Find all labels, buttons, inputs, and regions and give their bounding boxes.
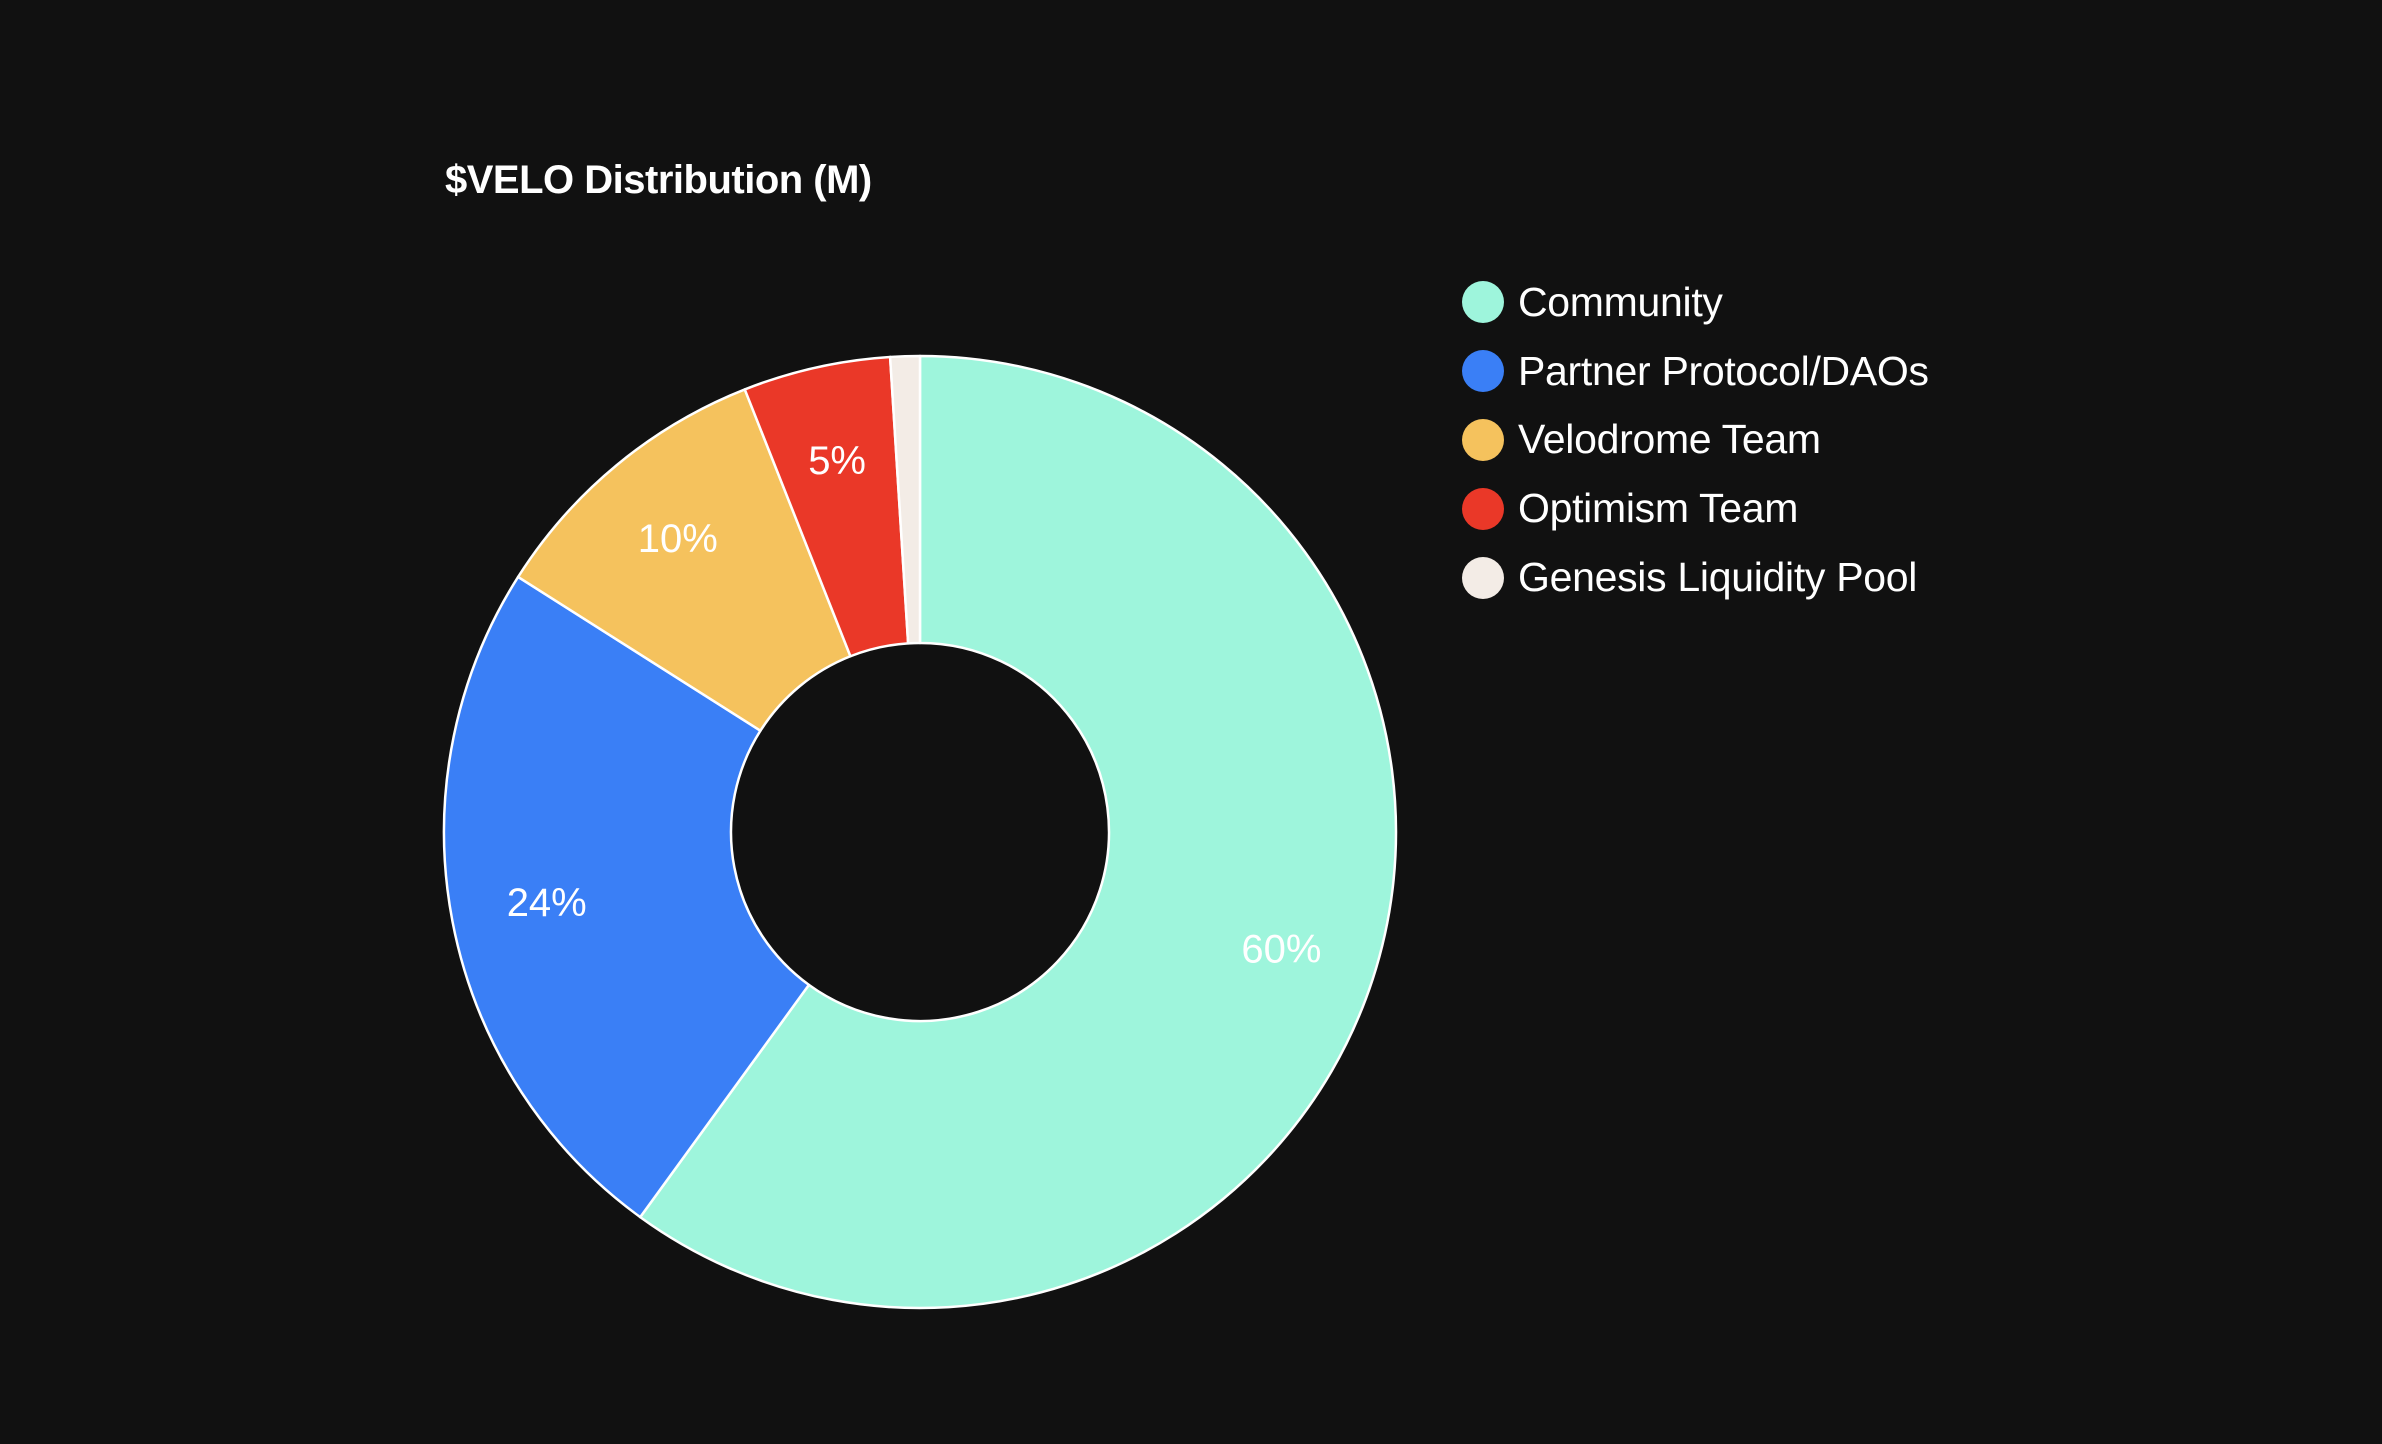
- legend-swatch-icon: [1462, 418, 1504, 461]
- legend-swatch-icon: [1462, 487, 1504, 530]
- legend-label: Community: [1518, 278, 1723, 325]
- legend-label: Genesis Liquidity Pool: [1518, 554, 1918, 601]
- legend-label: Partner Protocol/DAOs: [1518, 347, 1929, 394]
- legend-swatch-icon: [1462, 556, 1504, 599]
- slice-label-community: 60%: [1241, 927, 1321, 971]
- slice-label-velodrome-team: 10%: [638, 517, 718, 561]
- slice-velodrome-team[interactable]: [516, 388, 852, 732]
- legend-item[interactable]: Velodrome Team: [1462, 406, 1929, 475]
- donut-slices: [442, 354, 1398, 1310]
- slice-partner-protocol-daos[interactable]: [442, 575, 811, 1219]
- legend-label: Optimism Team: [1518, 485, 1799, 532]
- slice-label-partner-protocol-daos: 24%: [507, 881, 587, 925]
- slice-label-optimism-team: 5%: [808, 439, 866, 483]
- slice-genesis-liquidity-pool[interactable]: [888, 354, 922, 645]
- legend-label: Velodrome Team: [1518, 416, 1821, 463]
- chart-title: $VELO Distribution (M): [445, 158, 872, 202]
- legend-swatch-icon: [1462, 350, 1504, 393]
- legend-item[interactable]: Community: [1462, 268, 1929, 337]
- slice-community[interactable]: [638, 354, 1398, 1310]
- legend-item[interactable]: Partner Protocol/DAOs: [1462, 337, 1929, 406]
- legend: Community Partner Protocol/DAOs Velodrome …: [1462, 268, 1929, 612]
- legend-item[interactable]: Optimism Team: [1462, 474, 1929, 543]
- legend-item[interactable]: Genesis Liquidity Pool: [1462, 543, 1929, 612]
- legend-swatch-icon: [1462, 281, 1504, 324]
- donut-slice-labels: 60% 24% 10% 5%: [507, 439, 1322, 971]
